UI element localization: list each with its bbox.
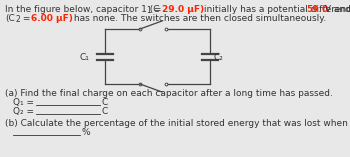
Text: C₂: C₂	[213, 52, 223, 62]
Text: initially has a potential difference of: initially has a potential difference of	[201, 5, 350, 14]
Text: 1: 1	[146, 6, 151, 15]
Text: Q₂ =: Q₂ =	[13, 107, 34, 116]
Text: 29.0 μF): 29.0 μF)	[162, 5, 204, 14]
Text: C₁: C₁	[79, 52, 89, 62]
Text: 2: 2	[16, 15, 21, 24]
Text: In the figure below, capacitor 1 (C: In the figure below, capacitor 1 (C	[5, 5, 160, 14]
Text: C: C	[102, 107, 108, 116]
Text: %: %	[82, 128, 91, 137]
Text: has none. The switches are then closed simultaneously.: has none. The switches are then closed s…	[71, 14, 326, 23]
Text: (C: (C	[5, 14, 15, 23]
Text: (b) Calculate the percentage of the initial stored energy that was lost when the: (b) Calculate the percentage of the init…	[5, 119, 350, 128]
Text: C: C	[102, 98, 108, 107]
Text: =: =	[151, 5, 164, 14]
Text: V and capacitor 2: V and capacitor 2	[322, 5, 350, 14]
Text: 6.00 μF): 6.00 μF)	[31, 14, 73, 23]
Text: =: =	[20, 14, 33, 23]
Text: 59.0: 59.0	[306, 5, 328, 14]
Text: Q₁ =: Q₁ =	[13, 98, 34, 107]
Text: (a) Find the final charge on each capacitor after a long time has passed.: (a) Find the final charge on each capaci…	[5, 89, 333, 98]
